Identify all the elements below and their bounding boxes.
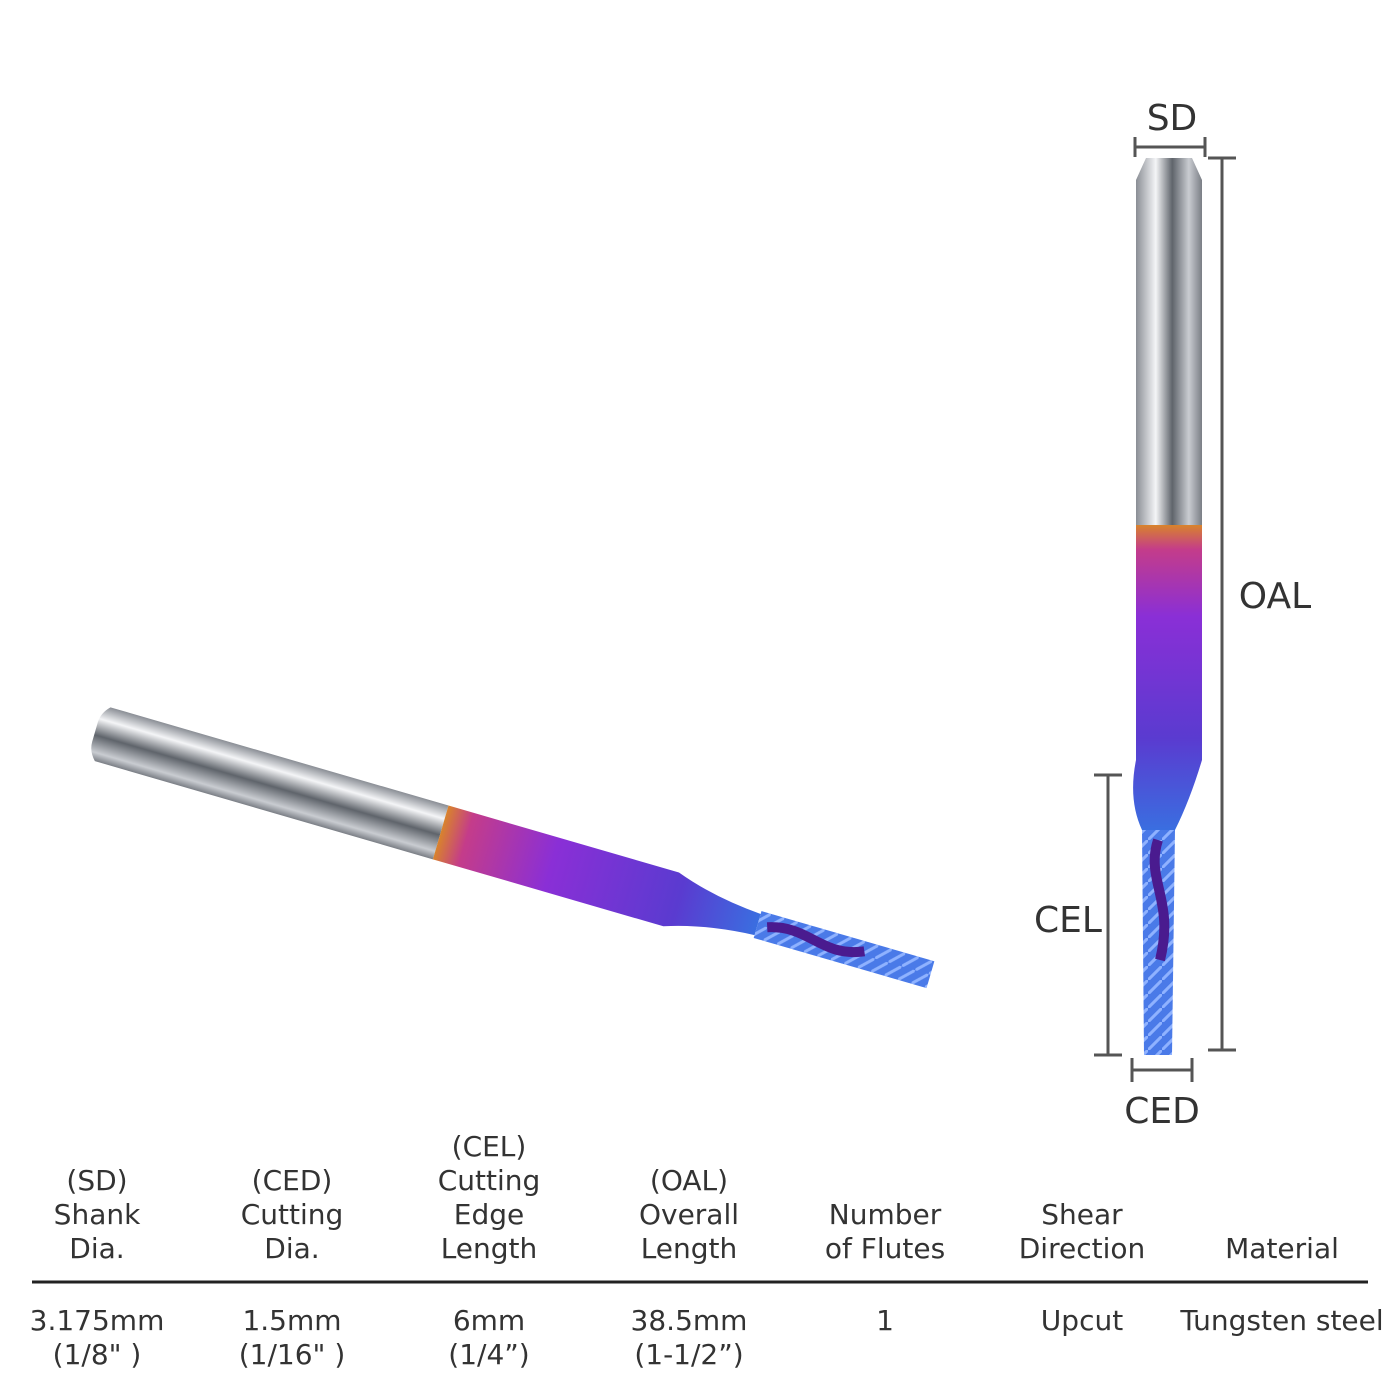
header-cell: Cutting <box>438 1164 541 1197</box>
spec-table: (SD)ShankDia.(CED)CuttingDia.(CEL)Cuttin… <box>30 1130 1384 1371</box>
table-cell: 1.5mm <box>242 1304 341 1337</box>
header-cell: Length <box>441 1232 538 1265</box>
dim-label: CEL <box>1034 900 1102 941</box>
dim-label: CED <box>1124 1091 1200 1132</box>
table-cell: 1 <box>876 1304 894 1337</box>
header-cell: Shank <box>54 1198 141 1231</box>
dim-label: OAL <box>1239 576 1311 617</box>
header-cell: (OAL) <box>650 1164 728 1197</box>
header-cell: (SD) <box>66 1164 127 1197</box>
header-cell: Shear <box>1041 1198 1123 1231</box>
table-cell: 6mm <box>453 1304 525 1337</box>
table-cell: (1/4”) <box>448 1338 529 1371</box>
dimension-lines <box>1094 137 1236 1082</box>
header-cell: Material <box>1225 1232 1339 1265</box>
header-cell: Direction <box>1019 1232 1146 1265</box>
header-cell: Length <box>641 1232 738 1265</box>
table-cell: 38.5mm <box>631 1304 748 1337</box>
table-cell: (1/16" ) <box>239 1338 346 1371</box>
dim-label: SD <box>1147 98 1198 139</box>
header-cell: Edge <box>454 1198 524 1231</box>
table-cell: (1/8" ) <box>53 1338 142 1371</box>
header-cell: (CED) <box>252 1164 333 1197</box>
header-cell: Dia. <box>69 1232 124 1265</box>
header-cell: Cutting <box>241 1198 344 1231</box>
table-cell: 3.175mm <box>30 1304 165 1337</box>
end-mill-vertical <box>1133 158 1202 1055</box>
header-cell: (CEL) <box>452 1130 527 1163</box>
header-cell: Number <box>829 1198 942 1231</box>
table-cell: Upcut <box>1041 1304 1123 1337</box>
table-cell: Tungsten steel <box>1179 1304 1383 1337</box>
header-cell: Overall <box>639 1198 739 1231</box>
table-cell: (1-1/2”) <box>634 1338 743 1371</box>
header-cell: of Flutes <box>825 1232 945 1265</box>
header-cell: Dia. <box>264 1232 319 1265</box>
end-mill-tilted <box>91 707 935 989</box>
